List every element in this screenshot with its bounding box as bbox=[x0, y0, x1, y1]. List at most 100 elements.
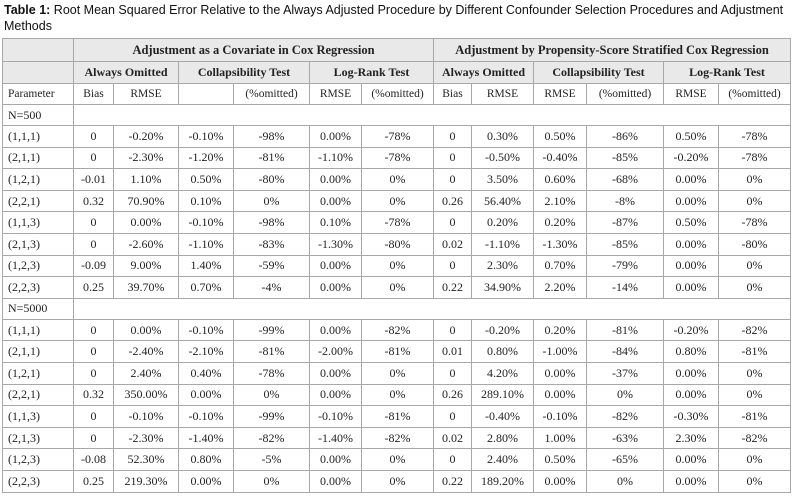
value-cell: 0% bbox=[717, 448, 792, 471]
value-cell: -82% bbox=[361, 318, 434, 342]
value-cell: 1.40% bbox=[178, 254, 234, 278]
value-cell: 0% bbox=[361, 189, 434, 213]
column-header: Bias bbox=[73, 83, 114, 105]
value-cell: -1.10% bbox=[471, 232, 534, 256]
value-cell: 2.30% bbox=[663, 426, 719, 450]
value-cell: 289.10% bbox=[471, 383, 534, 407]
data-row: (1,2,1) -0.01 1.10% 0.50% -80% 0.00% 0% 0 3.50% 0… bbox=[2, 168, 792, 191]
value-cell: -1.10% bbox=[309, 146, 362, 170]
value-cell: 0% bbox=[361, 383, 434, 407]
value-cell: -1.20% bbox=[178, 146, 234, 170]
parameter-cell: (2,1,3) bbox=[2, 232, 74, 256]
data-row: (2,2,1) 0.32 350.00% 0.00% 0% 0.00% 0% 0.26 289.… bbox=[2, 383, 792, 407]
parameter-cell: (2,1,3) bbox=[2, 426, 74, 450]
value-cell: -1.30% bbox=[533, 232, 587, 256]
value-cell: 0.00% bbox=[663, 469, 719, 493]
column-header: RMSE bbox=[533, 83, 587, 105]
value-cell: -98% bbox=[233, 125, 310, 148]
value-cell: 1.10% bbox=[113, 168, 179, 191]
value-cell: 350.00% bbox=[113, 383, 179, 407]
value-cell: 0 bbox=[433, 448, 472, 471]
value-cell: 0% bbox=[717, 361, 792, 385]
value-cell: 0 bbox=[73, 318, 114, 342]
value-cell: 0.70% bbox=[533, 254, 587, 278]
value-cell: -2.00% bbox=[309, 340, 362, 363]
value-cell: -82% bbox=[586, 405, 664, 428]
data-row: (1,1,3) 0 0.00% -0.10% -98% 0.10% -78% 0 0.20% 0.… bbox=[2, 211, 792, 234]
value-cell: 0.00% bbox=[663, 448, 719, 471]
value-cell: -2.10% bbox=[178, 340, 234, 363]
value-cell: 0% bbox=[717, 276, 792, 299]
value-cell: 0.50% bbox=[663, 125, 719, 148]
value-cell: 0 bbox=[73, 125, 114, 148]
value-cell: -1.10% bbox=[178, 232, 234, 256]
value-cell: -0.20% bbox=[113, 125, 179, 148]
value-cell: 0.32 bbox=[73, 383, 114, 407]
value-cell: 0.25 bbox=[73, 276, 114, 299]
column-header: RMSE bbox=[663, 83, 719, 105]
value-cell: 0.00% bbox=[178, 469, 234, 493]
value-cell: -0.10% bbox=[178, 211, 234, 234]
value-cell: -80% bbox=[233, 168, 310, 191]
value-cell: -0.30% bbox=[663, 405, 719, 428]
value-cell: -0.10% bbox=[533, 405, 587, 428]
section-row: N=5000 bbox=[2, 297, 792, 320]
value-cell: 2.10% bbox=[533, 189, 587, 213]
value-cell: -1.40% bbox=[309, 426, 362, 450]
value-cell: -81% bbox=[717, 340, 792, 363]
value-cell: -0.10% bbox=[309, 405, 362, 428]
value-cell: 0.30% bbox=[471, 125, 534, 148]
value-cell: 39.70% bbox=[113, 276, 179, 299]
value-cell: 0.70% bbox=[178, 276, 234, 299]
value-cell: -80% bbox=[361, 232, 434, 256]
empty-cell bbox=[178, 83, 234, 105]
value-cell: 0.00% bbox=[309, 168, 362, 191]
value-cell: 34.90% bbox=[471, 276, 534, 299]
caption-label: Table 1: bbox=[4, 3, 51, 17]
value-cell: 0.00% bbox=[663, 232, 719, 256]
value-cell: 0.00% bbox=[309, 254, 362, 278]
section-row: N=500 bbox=[2, 104, 792, 126]
value-cell: -0.20% bbox=[471, 318, 534, 342]
value-cell: 0.80% bbox=[663, 340, 719, 363]
value-cell: 0% bbox=[586, 469, 664, 493]
value-cell: 0.00% bbox=[309, 361, 362, 385]
value-cell: -14% bbox=[586, 276, 664, 299]
value-cell: -65% bbox=[586, 448, 664, 471]
parameter-cell: (1,2,3) bbox=[2, 254, 74, 278]
value-cell: -0.40% bbox=[533, 146, 587, 170]
sub-header: Log-Rank Test bbox=[662, 61, 792, 84]
value-cell: 0.20% bbox=[471, 211, 534, 234]
parameter-cell: (1,2,3) bbox=[2, 448, 74, 471]
value-cell: 3.50% bbox=[471, 168, 534, 191]
column-header: RMSE bbox=[113, 83, 179, 105]
value-cell: 0.00% bbox=[663, 361, 719, 385]
value-cell: 0 bbox=[73, 340, 114, 363]
value-cell: 0% bbox=[233, 469, 310, 493]
column-header: (%omitted) bbox=[586, 83, 664, 105]
value-cell: 2.20% bbox=[533, 276, 587, 299]
empty-cell bbox=[2, 38, 74, 62]
sub-header: Log-Rank Test bbox=[309, 61, 434, 84]
value-cell: -81% bbox=[586, 318, 664, 342]
value-cell: 189.20% bbox=[471, 469, 534, 493]
value-cell: -87% bbox=[586, 211, 664, 234]
parameter-cell: (1,1,1) bbox=[2, 125, 74, 148]
value-cell: 0% bbox=[233, 189, 310, 213]
data-row: (2,2,1) 0.32 70.90% 0.10% 0% 0.00% 0% 0.26 56.40… bbox=[2, 189, 792, 213]
sub-header-row: Always Omitted Collapsibility Test Log-Ran… bbox=[2, 61, 792, 84]
value-cell: 0 bbox=[73, 232, 114, 256]
value-cell: -80% bbox=[717, 232, 792, 256]
data-row: (1,1,3) 0 -0.10% -0.10% -99% -0.10% -81% 0 -0.40… bbox=[2, 405, 792, 428]
parameter-cell: (1,1,3) bbox=[2, 211, 74, 234]
value-cell: -2.30% bbox=[113, 426, 179, 450]
parameter-cell: (2,1,1) bbox=[2, 146, 74, 170]
value-cell: 0.00% bbox=[309, 469, 362, 493]
parameter-cell: (1,2,1) bbox=[2, 168, 74, 191]
column-header-row: Parameter Bias RMSE (%omitted) RMSE (%omitted… bbox=[2, 83, 792, 105]
value-cell: 0 bbox=[433, 168, 472, 191]
sub-header: Collapsibility Test bbox=[178, 61, 310, 84]
value-cell: -8% bbox=[586, 189, 664, 213]
value-cell: 0.00% bbox=[309, 448, 362, 471]
value-cell: 0 bbox=[73, 405, 114, 428]
